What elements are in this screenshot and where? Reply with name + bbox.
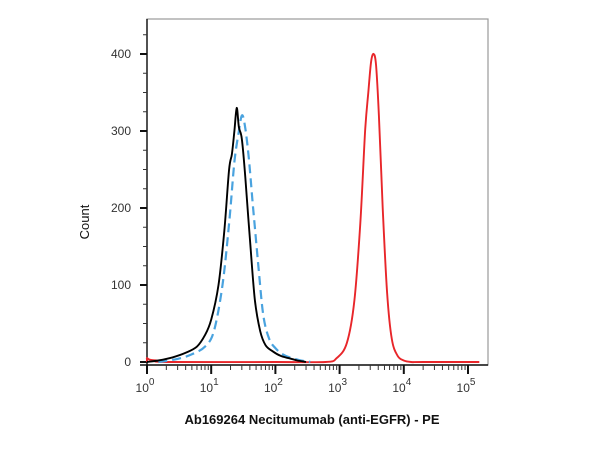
x-tick-label: 104: [392, 377, 411, 395]
series-black-line: [146, 106, 307, 363]
y-tick-label: 100: [111, 278, 131, 292]
y-axis-title: Count: [77, 204, 92, 239]
y-axis-ticks: 0 100 200 300 400: [111, 34, 147, 369]
x-tick-label: 100: [136, 377, 155, 395]
x-axis-title: Ab169264 Necitumumab (anti-EGFR) - PE: [185, 412, 440, 427]
x-axis-ticks: 100 101 102 103 104 105: [136, 365, 476, 395]
series-red-line: [145, 52, 480, 364]
x-tick-label: 102: [264, 377, 283, 395]
plot-frame: [140, 18, 489, 366]
y-tick-label: 0: [124, 355, 131, 369]
histogram-series: [145, 52, 480, 364]
x-tick-label: 103: [328, 377, 347, 395]
x-tick-label: 105: [457, 377, 476, 395]
x-tick-label: 101: [200, 377, 219, 395]
y-tick-label: 400: [111, 47, 131, 61]
series-blue-line: [158, 114, 311, 364]
y-tick-label: 200: [111, 201, 131, 215]
y-tick-label: 300: [111, 124, 131, 138]
